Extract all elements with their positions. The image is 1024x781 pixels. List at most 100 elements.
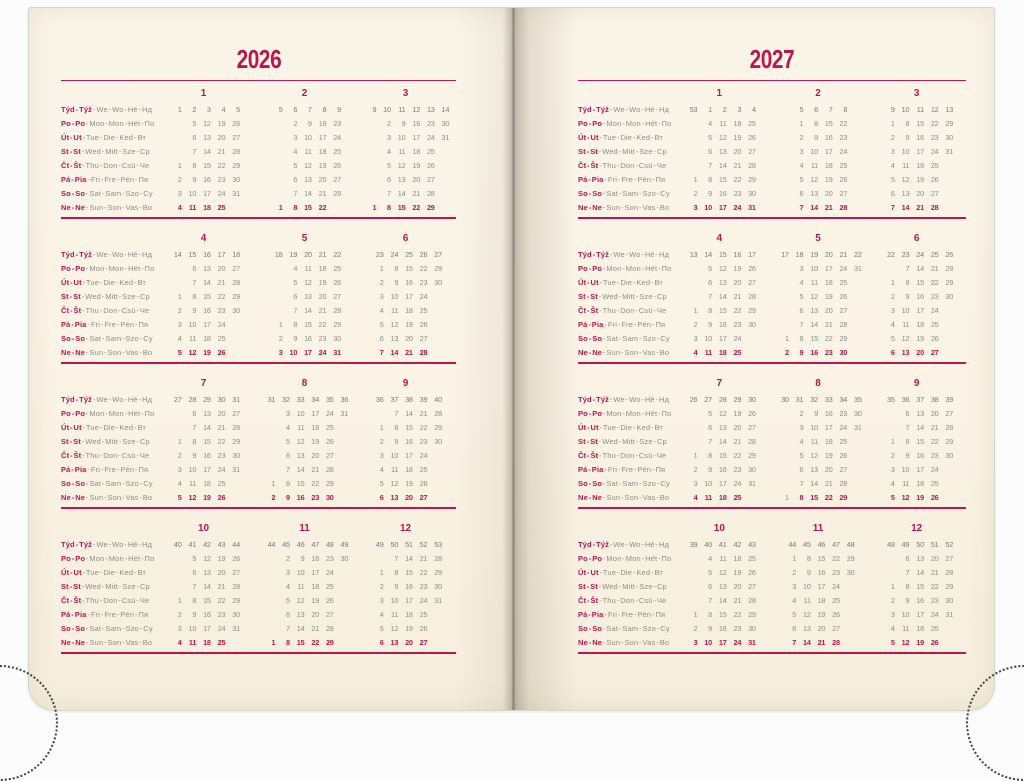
week-number-cell: 19: [810, 249, 818, 259]
date-cell: [774, 262, 789, 276]
date-cell: 7: [394, 553, 399, 563]
week-number-cell: 18: [274, 249, 283, 259]
date-cell: 7: [708, 436, 713, 446]
sunday-date-cell: 18: [718, 347, 727, 357]
weekday-labels-column: Týd - Týž - We - Wo - Hé - Нд Po - Po - M…: [578, 231, 671, 360]
weekday-row: 2 9 16 23 30: [369, 276, 442, 290]
week-number-cell: 14: [704, 249, 713, 259]
date-cell: 4: [177, 333, 182, 343]
date-cell: 3: [890, 464, 895, 474]
date-cell: 17: [203, 319, 211, 329]
date-cell: [167, 580, 182, 594]
sunday-date-cell: [741, 346, 756, 360]
monday-label-cz-sk: Po - Po: [61, 119, 86, 128]
weekday-row: 2 9 16 23: [268, 117, 341, 131]
date-cell: 5: [792, 609, 797, 619]
date-cell: [774, 276, 789, 290]
date-cell: 20: [930, 553, 939, 563]
sunday-date-cell: 7: [890, 203, 895, 212]
date-cell: 1: [177, 291, 182, 301]
weekday-row: 4 11 18 25: [369, 463, 442, 477]
sunday-label: Ne - Ne - Sun - Son - Vas - Во: [578, 636, 670, 650]
saturday-label-other-langs: - Sat - Sam - Szo - Су: [602, 189, 670, 198]
calendar-block: Týd - Týž - We - Wo - Hé - Нд Po - Po - M…: [578, 231, 966, 365]
week-number-cell: 40: [434, 394, 442, 404]
date-cell: 11: [304, 263, 312, 273]
date-cell: 26: [419, 319, 428, 329]
weekday-row: 4 11 18 25: [880, 477, 953, 491]
date-cell: 15: [810, 333, 818, 343]
week-number-cell: 45: [282, 539, 290, 549]
monday-label-other-langs: - Mon - Mon - Hét - По: [85, 553, 155, 563]
date-cell: 5: [286, 436, 290, 446]
weekday-row: 1 8 15 22 29: [167, 159, 240, 173]
week-number-cell: 9: [337, 105, 341, 114]
thursday-label-cz-sk: Čt - Št: [578, 161, 599, 170]
week-number-cell: 52: [419, 539, 428, 549]
date-cell: 8: [192, 595, 197, 605]
date-cell: 20: [311, 450, 320, 460]
month-number: 12: [399, 522, 412, 534]
sunday-date-cell: 25: [217, 203, 226, 212]
month-table: 6 23 24 25 26 27 1 8 15 22 29 2 9 16 23 30 3 10 17 24 4 11 18 2…: [369, 231, 442, 360]
date-cell: [847, 463, 862, 477]
sunday-date-cell: 13: [390, 637, 399, 647]
month-table: 3 9 10 11 12 13 1 8 15 22 29 2 9 16 23 30 3 10 17 24 31 4 11 18…: [880, 86, 953, 215]
weekday-row: 6 13 20 27: [369, 332, 442, 346]
monday-label-cz-sk: Po - Po: [578, 263, 603, 273]
week-number-cell: 47: [832, 539, 840, 549]
week-number-cell: 3: [737, 105, 742, 114]
sunday-row: 6 13 20 27: [880, 346, 953, 360]
weekday-row: 7 14 21 28: [167, 580, 240, 594]
date-cell: 6: [192, 408, 197, 418]
monday-label-cz-sk: Po - Po: [61, 263, 86, 273]
tuesday-label-other-langs: - Tue - Die - Ked - Вт: [81, 567, 146, 577]
date-cell: 24: [217, 464, 226, 474]
date-cell: 13: [203, 263, 211, 273]
date-cell: 31: [854, 422, 862, 432]
sunday-underline: [578, 507, 966, 510]
date-cell: [362, 131, 377, 145]
date-cell: 22: [733, 450, 742, 460]
month-table: 9 35 36 37 38 39 6 13 20 27 7 14 21 28 1 8 15 22 29 2 9 16 23 3…: [880, 376, 953, 505]
weekday-row: 7 14 21 28: [683, 594, 756, 608]
date-cell: 21: [930, 422, 939, 432]
sunday-date-cell: 26: [217, 347, 226, 357]
sunday-date-cell: 21: [405, 347, 413, 357]
date-cell: [362, 117, 377, 131]
weekday-row: 5 12 19 26: [880, 332, 953, 346]
weekday-row: 3 10 17 24: [880, 463, 953, 477]
date-cell: 29: [945, 581, 954, 591]
friday-label-other-langs: - Fri - Fre - Pén - Пя: [86, 609, 149, 619]
date-cell: 20: [412, 175, 421, 184]
thursday-label-cz-sk: Čt - Št: [61, 305, 82, 315]
date-cell: 10: [188, 189, 197, 198]
weekday-row: 6 13 20 27: [167, 131, 240, 145]
date-cell: 19: [916, 333, 924, 343]
week-number-cell: 35: [887, 394, 895, 404]
week-numbers-row: 14 15 16 17 18: [167, 248, 240, 262]
sunday-label-other-langs: - Sun - Son - Vas - Во: [602, 203, 670, 212]
sunday-row: 1 8 15 22: [268, 201, 341, 215]
date-cell: 24: [325, 567, 334, 577]
date-cell: 11: [391, 305, 399, 315]
date-cell: 23: [839, 408, 848, 418]
wednesday-label: St - St - Wed - Mitt - Sze - Ср: [578, 435, 670, 449]
date-cell: 24: [426, 133, 435, 142]
month-number: 7: [716, 377, 723, 389]
date-cell: 23: [733, 464, 742, 474]
date-cell: 8: [192, 161, 197, 170]
date-cell: 8: [905, 277, 910, 287]
date-cell: 19: [733, 263, 742, 273]
week-number-cell: 32: [810, 394, 818, 404]
month-table: 4 14 15 16 17 18 6 13 20 27 7 14 21 28 1 8 15 22 29 2 9 16 23 3…: [167, 231, 240, 360]
date-cell: [167, 117, 182, 131]
date-cell: 24: [217, 189, 226, 198]
year-title: 2027: [749, 44, 795, 74]
date-cell: 19: [733, 408, 742, 418]
date-cell: 9: [192, 305, 197, 315]
date-cell: 28: [333, 305, 341, 315]
date-cell: 24: [217, 319, 226, 329]
sunday-date-cell: 2: [271, 492, 276, 502]
